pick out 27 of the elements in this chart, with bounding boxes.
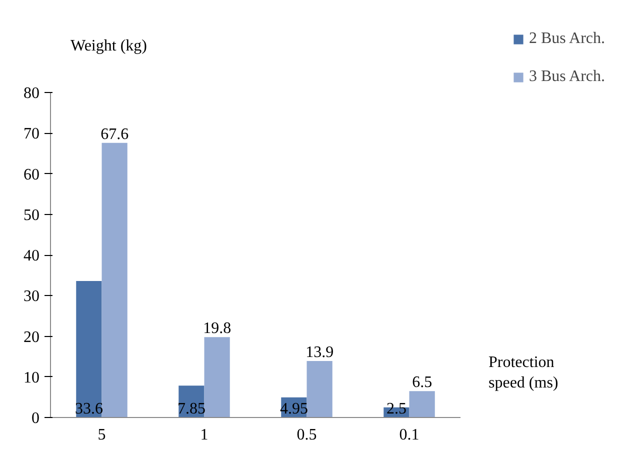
bar	[102, 142, 128, 418]
legend-label: 2 Bus Arch.	[529, 30, 605, 48]
y-axis-title: Weight (kg)	[70, 38, 147, 54]
legend-label: 3 Bus Arch.	[529, 68, 605, 86]
y-tick-label: 70	[24, 126, 40, 143]
y-tick-label: 50	[24, 206, 40, 224]
y-tick-label: 40	[24, 248, 40, 264]
x-tick-label: 1	[200, 426, 208, 444]
data-label: 19.8	[203, 320, 232, 338]
bar	[306, 361, 332, 418]
x-tick-label: 0.1	[399, 426, 420, 444]
data-label: 7.85	[177, 400, 206, 418]
x-axis-title: Protection speed (ms)	[488, 354, 558, 392]
y-tick-label: 60	[24, 166, 40, 184]
y-tick-label: 20	[24, 328, 40, 346]
y-tick-label: 0	[32, 410, 40, 427]
y-tick-label: 30	[24, 288, 40, 306]
x-tick-label: 0.5	[296, 426, 317, 444]
y-tick-label: 10	[24, 369, 40, 386]
bar	[204, 337, 230, 418]
bar	[409, 391, 435, 418]
bar	[76, 281, 102, 418]
data-label: 67.6	[100, 126, 129, 143]
y-tick-label: 80	[24, 85, 40, 102]
data-label: 6.5	[412, 374, 432, 392]
x-tick-label: 5	[98, 426, 106, 444]
data-label: 13.9	[306, 344, 334, 362]
